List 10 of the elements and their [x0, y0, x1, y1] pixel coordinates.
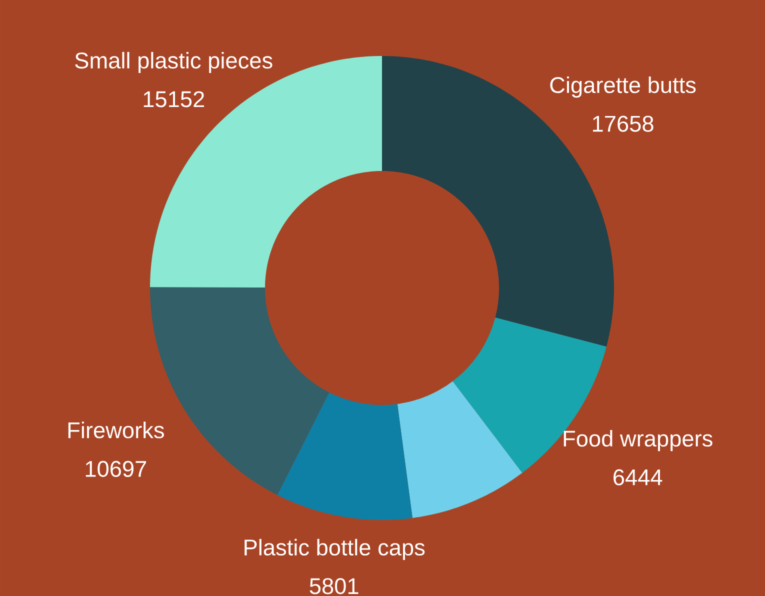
slice-label: Plastic bottle caps: [244, 538, 425, 560]
data-label: 17658: [593, 116, 654, 132]
data-label: 5801: [310, 578, 358, 594]
slice-label: Food wrappers: [564, 430, 712, 452]
slice-label: Fireworks: [68, 422, 164, 438]
slice-label: Small plastic pieces: [75, 52, 272, 74]
slice-label: Cigarette butts: [550, 76, 696, 98]
data-label: 6444: [614, 469, 662, 486]
data-label: 15152: [144, 91, 204, 108]
data-label: 10697: [86, 460, 146, 477]
